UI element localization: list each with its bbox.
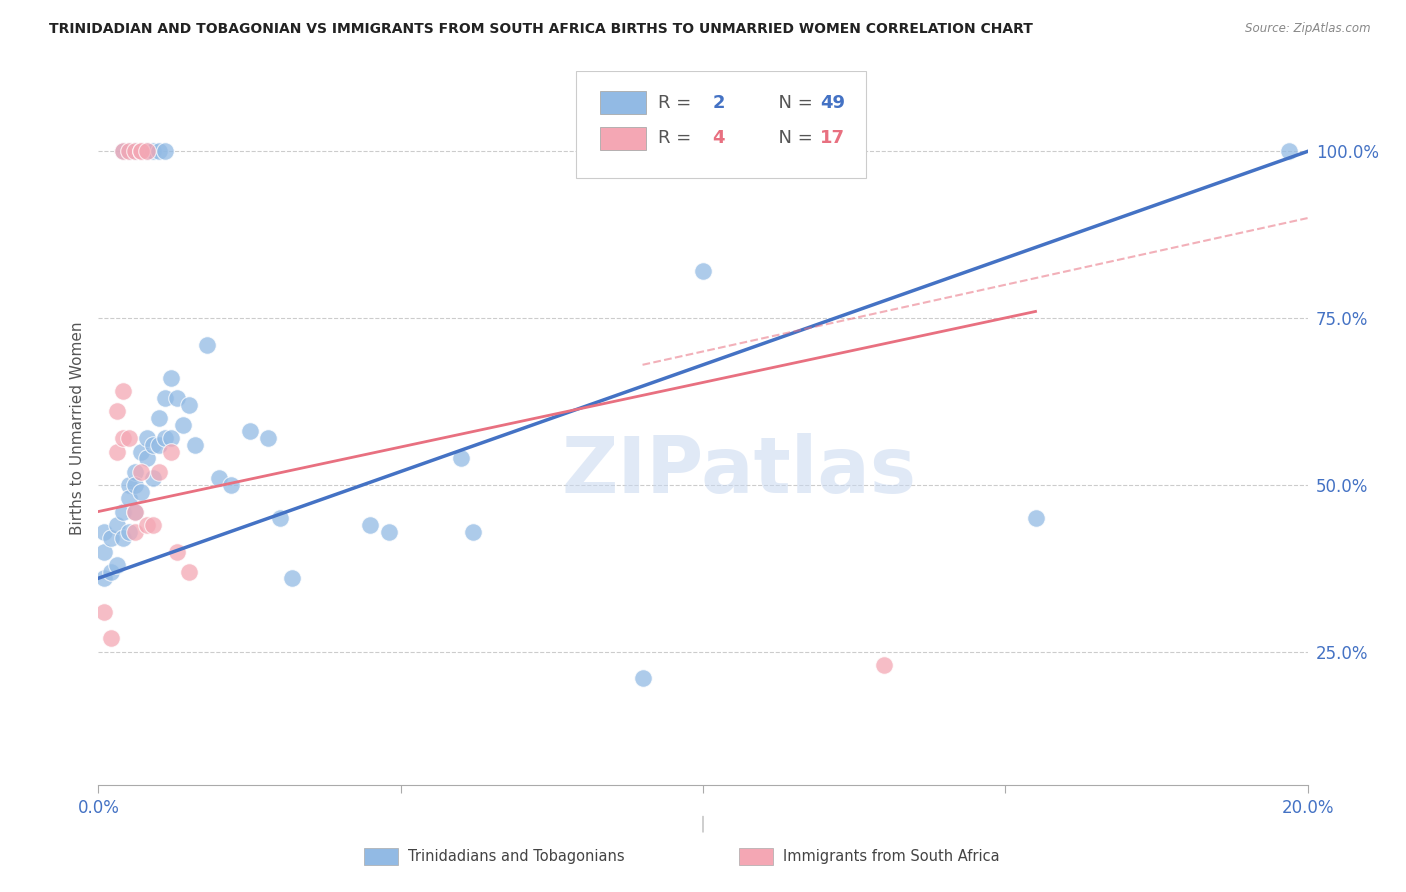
Point bbox=[135, 145, 157, 159]
Point bbox=[93, 605, 115, 619]
Point bbox=[166, 544, 188, 558]
Point bbox=[118, 145, 141, 159]
Point bbox=[100, 565, 122, 579]
Point bbox=[105, 517, 128, 532]
Point bbox=[148, 411, 170, 425]
Point bbox=[129, 145, 152, 159]
Point bbox=[93, 571, 115, 585]
Text: R =: R = bbox=[658, 94, 697, 112]
Point bbox=[135, 517, 157, 532]
Point bbox=[118, 491, 141, 506]
Point bbox=[118, 524, 141, 539]
Text: N =: N = bbox=[768, 94, 818, 112]
Point bbox=[1278, 145, 1301, 159]
Point bbox=[377, 524, 399, 539]
Point bbox=[148, 145, 170, 159]
Point bbox=[281, 571, 304, 585]
Text: R =: R = bbox=[658, 129, 697, 147]
Point bbox=[93, 544, 115, 558]
Point bbox=[111, 384, 134, 399]
Point bbox=[135, 145, 157, 159]
Point bbox=[463, 524, 485, 539]
Point bbox=[142, 438, 165, 452]
Text: 49: 49 bbox=[820, 94, 845, 112]
Text: TRINIDADIAN AND TOBAGONIAN VS IMMIGRANTS FROM SOUTH AFRICA BIRTHS TO UNMARRIED W: TRINIDADIAN AND TOBAGONIAN VS IMMIGRANTS… bbox=[49, 22, 1033, 37]
Point bbox=[105, 404, 128, 418]
Point bbox=[129, 145, 152, 159]
FancyBboxPatch shape bbox=[600, 91, 647, 114]
Point bbox=[142, 517, 165, 532]
Point bbox=[129, 444, 152, 458]
Point bbox=[1024, 511, 1046, 525]
Text: Trinidadians and Tobagonians: Trinidadians and Tobagonians bbox=[408, 849, 624, 863]
Point bbox=[135, 145, 157, 159]
Text: 2: 2 bbox=[713, 94, 725, 112]
Point bbox=[692, 264, 714, 278]
Point bbox=[166, 391, 188, 405]
Point bbox=[135, 451, 157, 466]
Point bbox=[269, 511, 291, 525]
Point bbox=[256, 431, 278, 445]
Point bbox=[124, 504, 146, 518]
Point bbox=[100, 632, 122, 646]
Point bbox=[631, 671, 654, 685]
Point bbox=[100, 531, 122, 545]
Point bbox=[111, 504, 134, 518]
Point bbox=[124, 504, 146, 518]
Point bbox=[873, 657, 896, 672]
Point bbox=[172, 417, 194, 432]
Point bbox=[124, 478, 146, 492]
Point bbox=[153, 431, 176, 445]
Point bbox=[111, 145, 134, 159]
Point bbox=[160, 431, 183, 445]
Point bbox=[450, 451, 472, 466]
Point bbox=[221, 478, 243, 492]
Point bbox=[129, 465, 152, 479]
Point bbox=[118, 478, 141, 492]
Point bbox=[360, 517, 382, 532]
Point bbox=[111, 431, 134, 445]
Point bbox=[111, 145, 134, 159]
FancyBboxPatch shape bbox=[576, 71, 866, 178]
Point bbox=[105, 558, 128, 572]
Point bbox=[124, 524, 146, 539]
Point bbox=[160, 371, 183, 385]
Point bbox=[160, 444, 183, 458]
Point bbox=[142, 145, 165, 159]
Text: Immigrants from South Africa: Immigrants from South Africa bbox=[783, 849, 1000, 863]
Text: ZIPatlas: ZIPatlas bbox=[562, 433, 917, 509]
Point bbox=[124, 145, 146, 159]
Point bbox=[105, 444, 128, 458]
Point bbox=[153, 145, 176, 159]
Text: 4: 4 bbox=[713, 129, 725, 147]
Point bbox=[142, 471, 165, 485]
Point bbox=[179, 565, 201, 579]
FancyBboxPatch shape bbox=[364, 847, 398, 865]
Point bbox=[135, 431, 157, 445]
Point bbox=[195, 338, 218, 352]
Point bbox=[93, 524, 115, 539]
Point bbox=[129, 145, 152, 159]
Point bbox=[148, 465, 170, 479]
Point bbox=[239, 425, 262, 439]
Point bbox=[111, 531, 134, 545]
FancyBboxPatch shape bbox=[600, 127, 647, 150]
Point bbox=[124, 145, 146, 159]
FancyBboxPatch shape bbox=[740, 847, 773, 865]
Point bbox=[153, 391, 176, 405]
Point bbox=[129, 145, 152, 159]
Text: Source: ZipAtlas.com: Source: ZipAtlas.com bbox=[1246, 22, 1371, 36]
Text: 17: 17 bbox=[820, 129, 845, 147]
Point bbox=[124, 465, 146, 479]
Point bbox=[179, 398, 201, 412]
Point bbox=[118, 145, 141, 159]
Point bbox=[148, 438, 170, 452]
Y-axis label: Births to Unmarried Women: Births to Unmarried Women bbox=[69, 321, 84, 535]
Point bbox=[118, 431, 141, 445]
Point bbox=[129, 484, 152, 499]
Text: N =: N = bbox=[768, 129, 818, 147]
Point bbox=[184, 438, 207, 452]
Point bbox=[208, 471, 231, 485]
